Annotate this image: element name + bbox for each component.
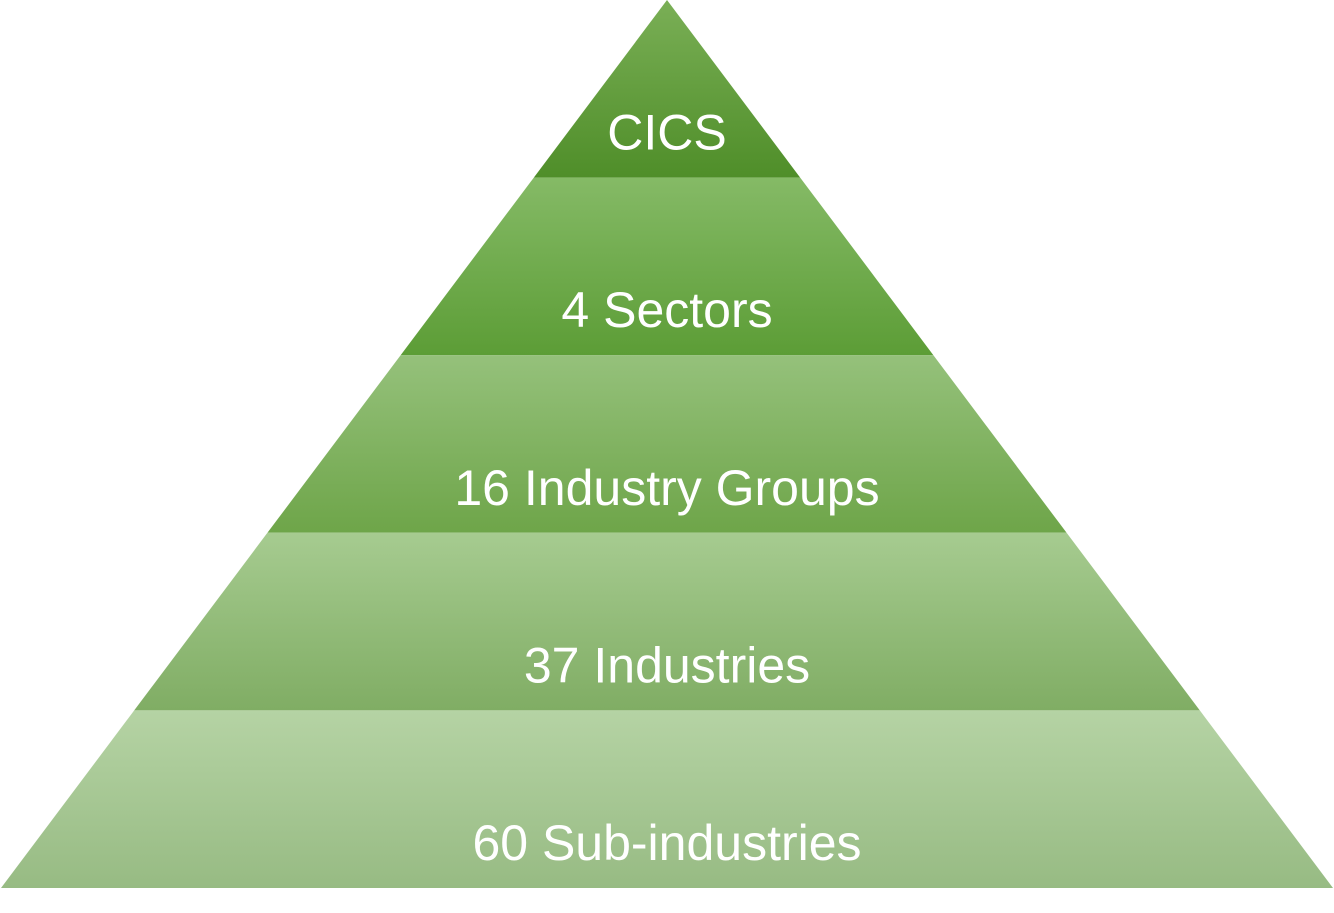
pyramid-layer-label-1: CICS [607, 105, 726, 161]
pyramid-labels: CICS 4 Sectors 16 Industry Groups 37 Indust… [454, 105, 879, 871]
pyramid-layer-2 [400, 177, 934, 356]
pyramid-layer-4 [134, 532, 1200, 711]
pyramid-layer-label-2: 4 Sectors [561, 282, 772, 338]
pyramid-layer-3 [267, 355, 1067, 533]
pyramid-layer-label-3: 16 Industry Groups [454, 460, 879, 516]
pyramid-layer-1 [533, 0, 801, 178]
pyramid-layer-5 [1, 710, 1333, 888]
pyramid-layer-label-4: 37 Industries [524, 637, 810, 693]
pyramid-layers [1, 0, 1333, 888]
pyramid-layer-label-5: 60 Sub-industries [472, 815, 861, 871]
